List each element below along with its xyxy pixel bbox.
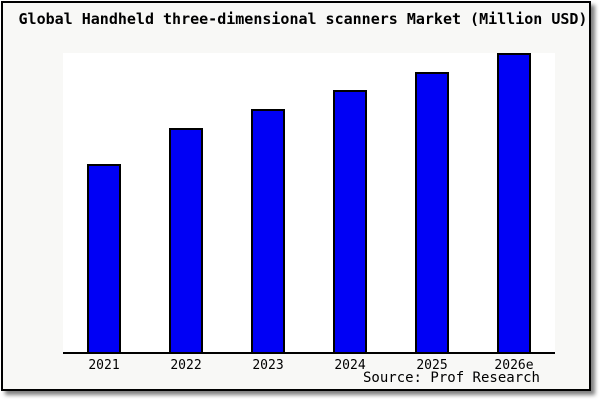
x-tick-label-2026e: 2026e [494, 358, 534, 373]
x-tick-label-2025: 2025 [416, 358, 448, 373]
figure-frame: Global Handheld three-dimensional scanne… [1, 1, 591, 391]
x-axis-labels: 2021 2022 2023 2024 2025 2026e [63, 358, 555, 374]
bar-2022 [169, 128, 203, 352]
chart-title: Global Handheld three-dimensional scanne… [18, 10, 588, 28]
x-tick-label-2022: 2022 [170, 358, 202, 373]
plot-area [63, 53, 555, 354]
bar-2026e [497, 53, 531, 352]
bar-2021 [87, 164, 121, 352]
x-tick-label-2024: 2024 [334, 358, 366, 373]
x-tick-label-2023: 2023 [252, 358, 284, 373]
source-credit: Source: Prof Research [362, 370, 540, 386]
bar-2024 [333, 90, 367, 352]
bar-2023 [251, 109, 285, 352]
bar-2025 [415, 72, 449, 352]
x-tick-label-2021: 2021 [88, 358, 120, 373]
